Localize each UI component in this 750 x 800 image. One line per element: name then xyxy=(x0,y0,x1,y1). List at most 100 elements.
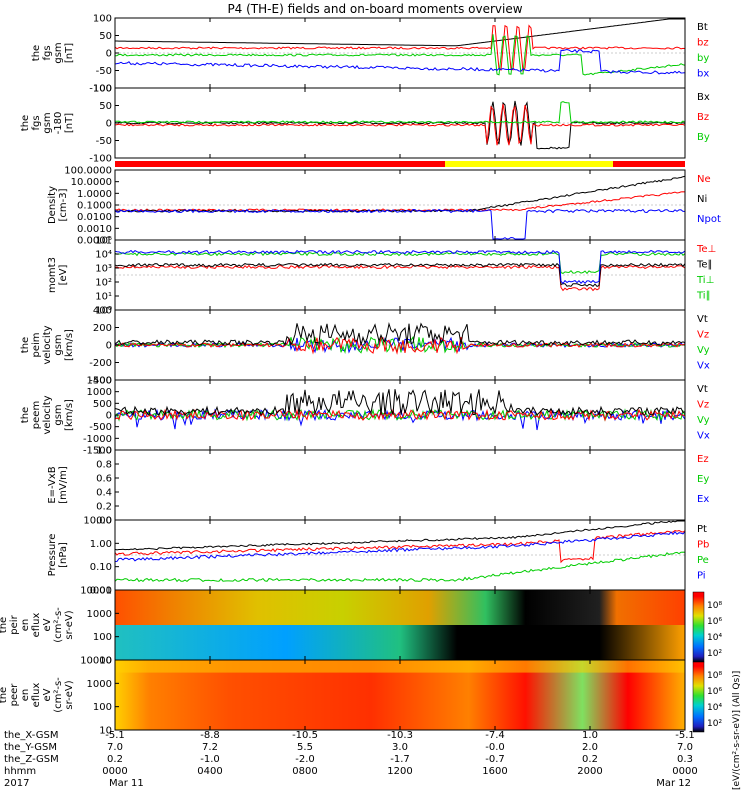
mode-bar-fast xyxy=(445,161,613,167)
y-tick-label: 1000 xyxy=(87,609,112,620)
y-axis-label: peer xyxy=(9,683,20,707)
legend-entry: Pi xyxy=(697,571,706,582)
y-axis-label: gsm xyxy=(53,334,64,355)
y-axis-label: fgs xyxy=(31,115,42,130)
heatmap-ion-high xyxy=(115,590,685,625)
y-tick-label: 100 xyxy=(93,632,112,643)
panel-10: 10000 1000 100 10 the peer en eflux eV (cm²-s-sr-… xyxy=(0,656,686,737)
xaxis-row-label-year: 2017 xyxy=(4,778,29,789)
x-tick-label: -1.7 xyxy=(390,754,410,765)
y-tick-label: 500 xyxy=(93,399,112,410)
colorbar-upper xyxy=(692,591,705,663)
x-tick-label: 7.0 xyxy=(107,742,123,753)
colorbar-tick: 10⁸ xyxy=(707,601,722,611)
y-tick-label: 0.0100 xyxy=(77,212,112,223)
legend-entry: Vy xyxy=(697,415,710,426)
y-tick-label: 10⁵ xyxy=(95,236,112,247)
panel-4: 10⁵ 10⁴ 10³ 10² 10¹ 10⁰ momt3 [eV] Te⊥ Te∥ Ti⊥ Ti∥ xyxy=(47,236,716,317)
x-tick-label: 0800 xyxy=(292,766,317,777)
legend-entry: Vz xyxy=(697,400,709,411)
x-tick-label: 0000 xyxy=(102,766,127,777)
y-tick-label: 10¹ xyxy=(95,292,112,303)
y-tick-label: 0.2 xyxy=(96,502,112,513)
y-tick-label: 1500 xyxy=(87,376,112,387)
y-tick-label: -100 xyxy=(89,84,112,95)
x-tick-label: 3.0 xyxy=(392,742,408,753)
heatmap-electron-band xyxy=(115,660,685,673)
x-tick-label: 1600 xyxy=(482,766,507,777)
y-tick-label: 0 xyxy=(106,119,112,130)
y-axis-label: gsm xyxy=(42,112,53,133)
y-tick-label: 400 xyxy=(93,306,112,317)
x-tick-label: 0400 xyxy=(197,766,222,777)
y-axis-label: Density xyxy=(47,186,58,224)
y-tick-label: 0.4 xyxy=(96,488,112,499)
bz-line xyxy=(114,103,686,146)
y-tick-label: -500 xyxy=(89,422,112,433)
y-axis-label: E=-VxB xyxy=(47,466,58,503)
by-line xyxy=(115,101,686,124)
y-axis-label: en xyxy=(20,619,31,632)
legend-entry: Ti∥ xyxy=(696,291,711,302)
y-axis-label: the xyxy=(20,407,31,423)
by-line xyxy=(114,34,686,76)
y-axis-label: -180 xyxy=(53,112,64,135)
y-tick-label: 10.0000 xyxy=(71,177,112,188)
y-axis-label: [km/s] xyxy=(64,399,75,431)
y-tick-label: 0.6 xyxy=(96,474,112,485)
figure-title: P4 (TH-E) fields and on-board moments ov… xyxy=(227,2,522,16)
panel-2: 100 50 0 -50 -100 the fgs gsm -180 [nT] Bx Bz By xyxy=(20,84,710,165)
y-axis-label: the xyxy=(31,45,42,61)
xaxis-label-block: the_X-GSM the_Y-GSM the_Z-GSM hhmm 2017 xyxy=(4,730,59,789)
y-tick-label: 10³ xyxy=(95,264,112,275)
y-tick-label: 10⁰ xyxy=(95,306,112,317)
legend-entry: Pt xyxy=(697,524,707,535)
legend-entry: Bt xyxy=(697,22,708,33)
y-axis-label: [nT] xyxy=(64,113,75,133)
y-axis-label: the xyxy=(0,687,9,703)
x-tick-label: Mar 11 xyxy=(109,778,144,789)
x-tick-label: 1200 xyxy=(387,766,412,777)
y-tick-label: 1.0 xyxy=(96,446,112,457)
y-axis-label: eV xyxy=(42,688,53,701)
y-tick-label: -1000 xyxy=(83,434,112,445)
bt-line xyxy=(115,18,685,47)
panel-frame xyxy=(114,449,686,521)
y-tick-label: 100 xyxy=(93,702,112,713)
y-tick-label: 1000 xyxy=(87,679,112,690)
colorbar-tick: 10⁶ xyxy=(707,617,722,627)
xaxis-row-label-z: the_Z-GSM xyxy=(4,754,59,765)
bz-line xyxy=(114,24,686,73)
y-tick-label: 0 xyxy=(106,411,112,422)
ne-line xyxy=(114,191,686,212)
y-tick-label: -50 xyxy=(96,66,112,77)
pb-line xyxy=(114,529,686,564)
y-tick-label: 10 xyxy=(99,726,112,737)
npot-line xyxy=(114,208,685,240)
mode-bar-slow xyxy=(613,161,685,167)
y-axis-label: gsm xyxy=(53,404,64,425)
ni-line xyxy=(114,175,686,213)
y-axis-label: [eV] xyxy=(58,265,69,286)
y-axis-label: gsm xyxy=(53,42,64,63)
x-tick-label: -0.7 xyxy=(485,754,505,765)
colorbar: 10⁸ 10⁶ 10⁴ 10² 10⁸ 10⁶ 10⁴ 10² [eV/(cm²… xyxy=(692,591,742,790)
x-tick-label: -2.0 xyxy=(295,754,315,765)
x-tick-label: -8.8 xyxy=(200,730,220,741)
x-tick-label: 7.0 xyxy=(677,742,693,753)
x-tick-label: -7.4 xyxy=(485,730,505,741)
y-tick-label: 1000 xyxy=(87,387,112,398)
y-tick-label: -1500 xyxy=(83,446,112,457)
xaxis-row-label-y: the_Y-GSM xyxy=(4,742,57,753)
y-tick-label: 0.01 xyxy=(90,586,112,597)
x-tick-label: 0000 xyxy=(672,766,697,777)
legend-entry: Ne xyxy=(697,174,711,185)
legend-entry: by xyxy=(697,53,709,64)
y-tick-label: 10000 xyxy=(80,586,112,597)
x-tick-label: -1.0 xyxy=(200,754,220,765)
y-axis-label: fgs xyxy=(42,45,53,60)
panel-8: 10.00 1.00 0.10 0.01 Pressure [nPa] Pt Pb Pe Pi xyxy=(47,516,709,597)
y-axis-label: velocity xyxy=(42,395,53,434)
